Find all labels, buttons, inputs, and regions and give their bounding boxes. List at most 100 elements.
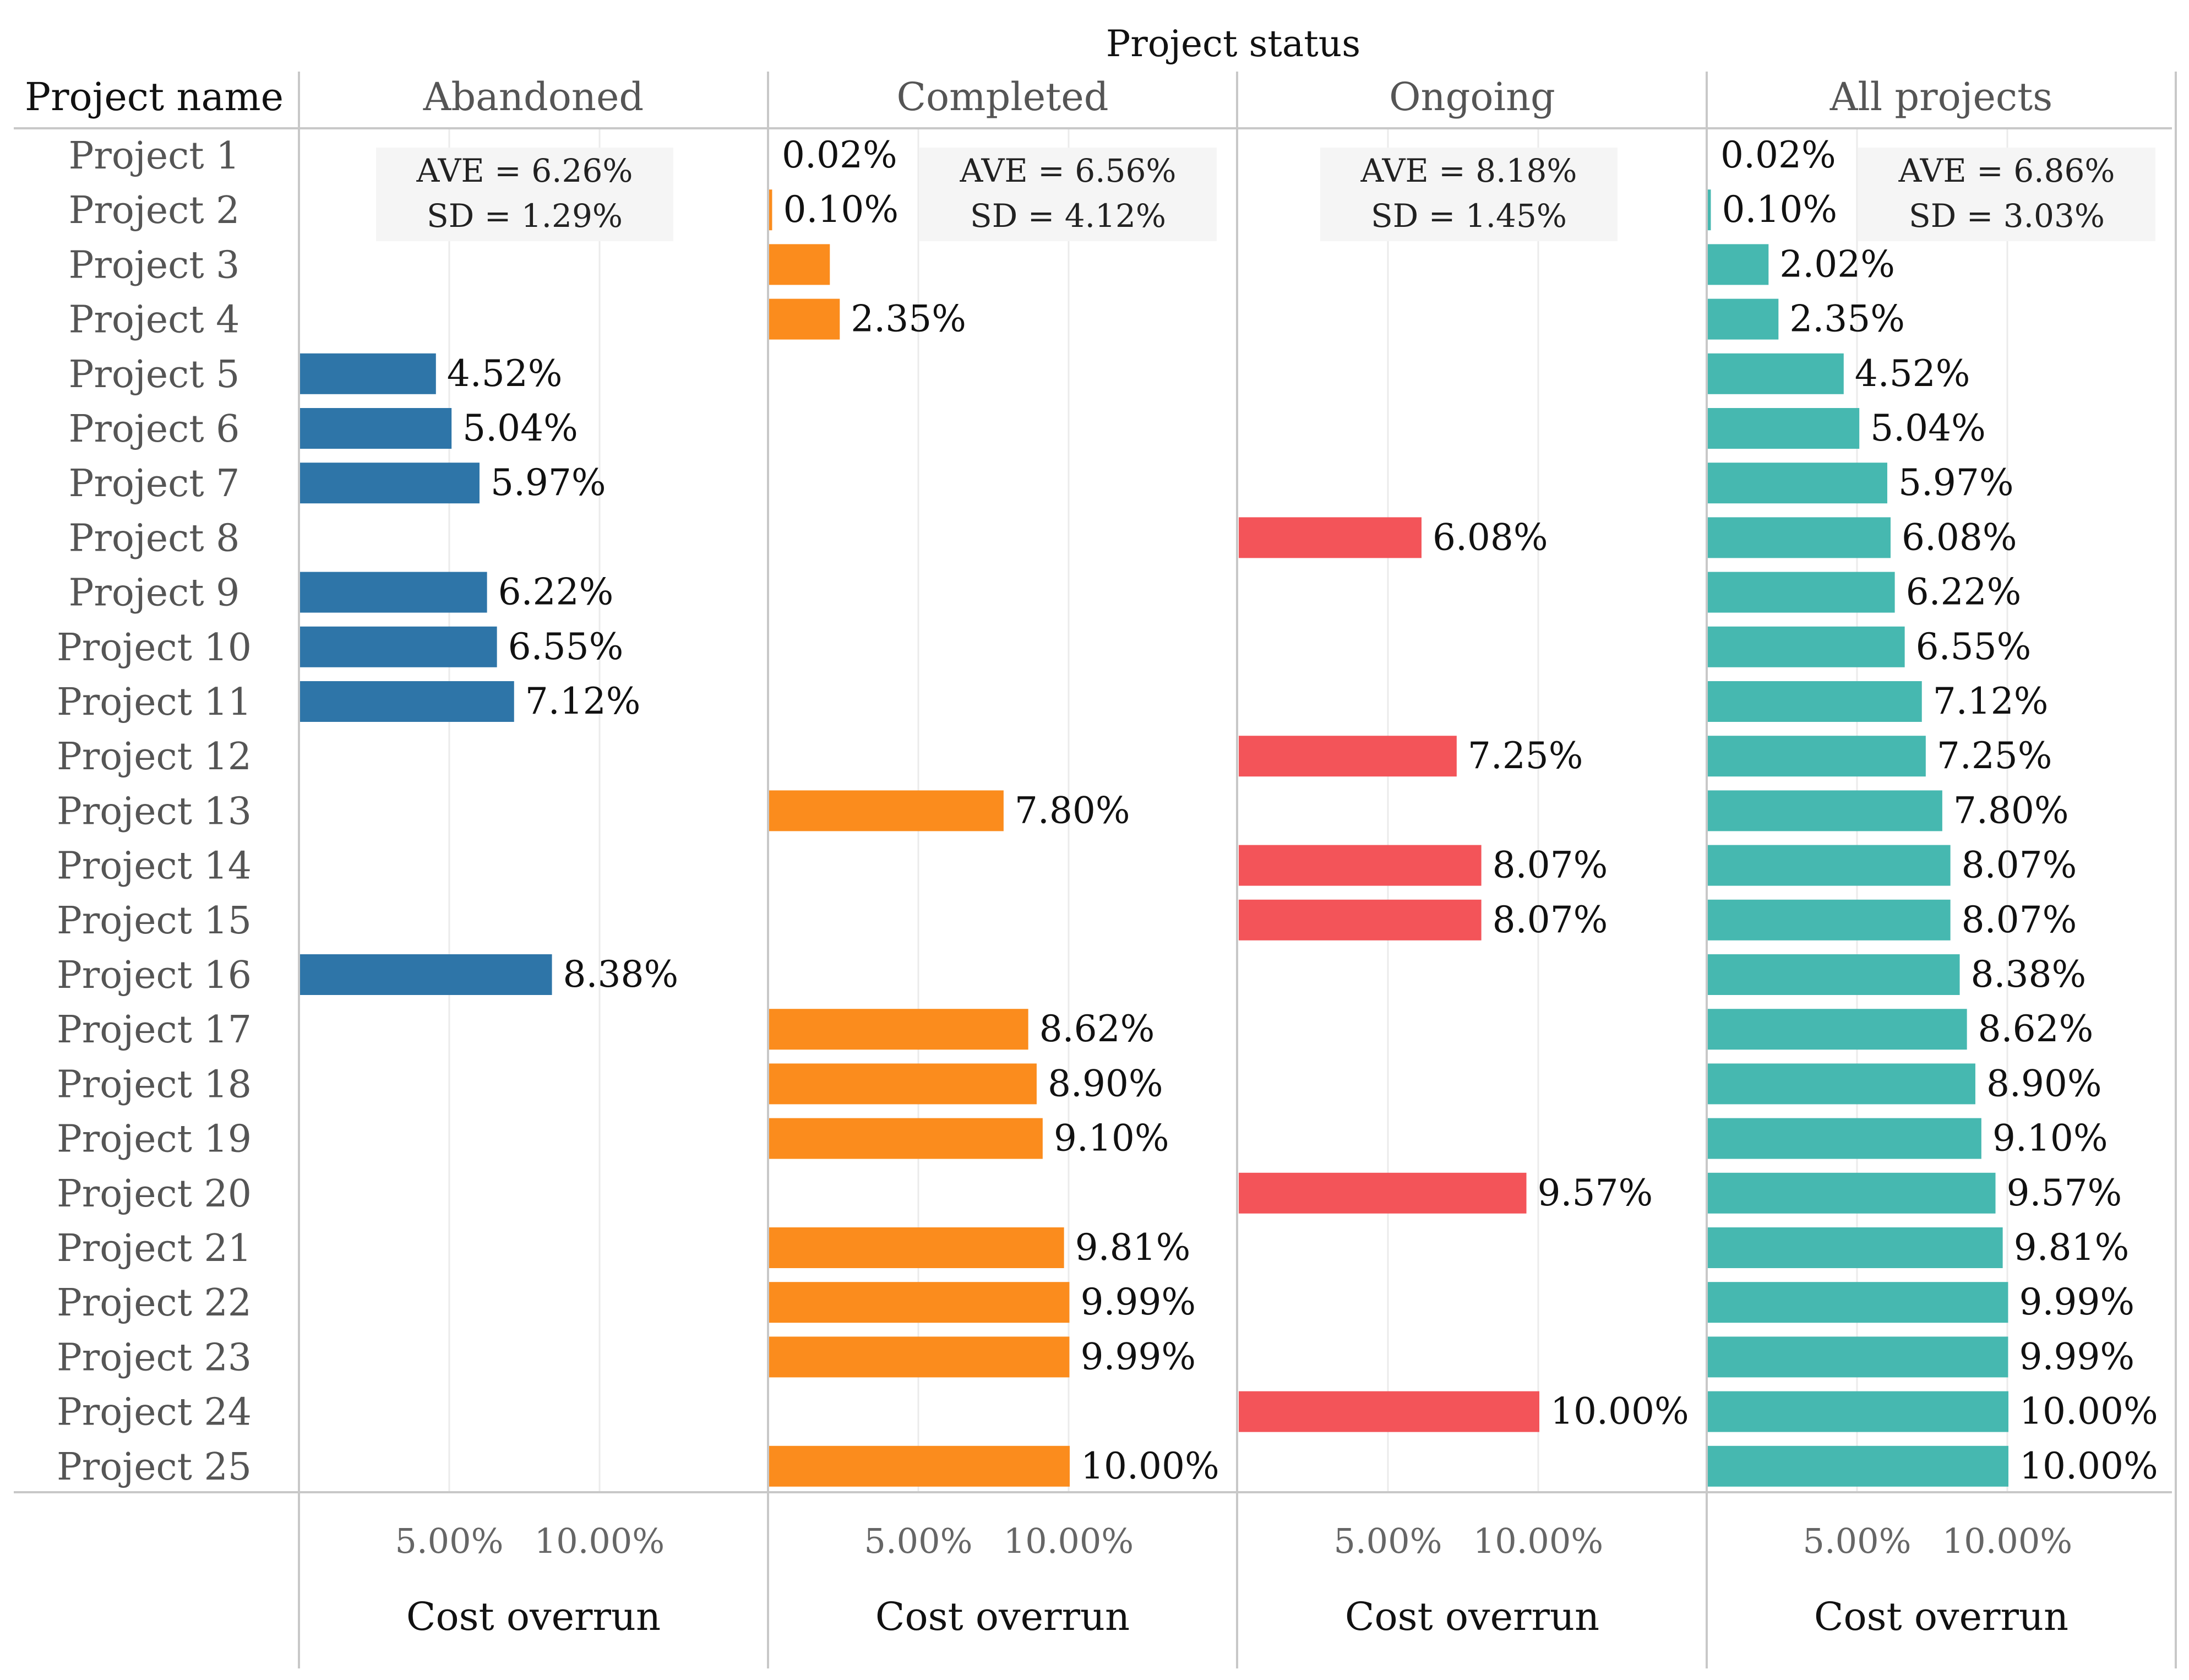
value-label-completed-project-17: 8.62% [1039, 1008, 1155, 1050]
value-label-all-projects-project-9: 6.22% [1906, 571, 2022, 613]
bar-abandoned-project-9 [300, 572, 487, 613]
bar-all-projects-project-17 [1708, 1009, 1967, 1050]
stats-box-completed [919, 148, 1217, 241]
value-label-all-projects-project-6: 5.04% [1870, 407, 1986, 449]
value-label-completed-project-23: 9.99% [1080, 1335, 1196, 1378]
value-label-abandoned-project-9: 6.22% [498, 571, 614, 613]
row-label-project-10: Project 10 [57, 626, 252, 670]
bar-all-projects-project-21 [1708, 1227, 2003, 1268]
bar-completed-project-25 [769, 1445, 1070, 1487]
row-label-project-11: Project 11 [57, 681, 252, 724]
value-label-all-projects-project-15: 8.07% [1962, 899, 2077, 941]
axis-label-ongoing: Cost overrun [1345, 1594, 1599, 1639]
row-label-project-22: Project 22 [57, 1281, 252, 1325]
value-label-abandoned-project-5: 4.52% [447, 352, 563, 395]
value-label-abandoned-project-6: 5.04% [462, 407, 578, 449]
value-label-ongoing-project-24: 10.00% [1550, 1390, 1689, 1433]
bar-abandoned-project-7 [300, 463, 480, 504]
value-label-completed-project-21: 9.81% [1075, 1226, 1191, 1269]
value-label-all-projects-project-18: 8.90% [1986, 1062, 2102, 1105]
value-label-ongoing-project-12: 7.25% [1468, 735, 1583, 777]
bar-all-projects-project-10 [1708, 626, 1905, 667]
value-label-all-projects-project-8: 6.08% [1902, 516, 2017, 558]
bar-abandoned-project-16 [300, 954, 552, 995]
sd-label-all-projects: SD = 3.03% [1909, 197, 2105, 235]
row-label-project-20: Project 20 [57, 1172, 252, 1216]
row-label-project-3: Project 3 [69, 243, 240, 287]
bar-ongoing-project-14 [1239, 845, 1482, 886]
bar-all-projects-project-24 [1708, 1391, 2008, 1432]
row-label-project-4: Project 4 [69, 298, 240, 342]
bar-ongoing-project-20 [1239, 1172, 1527, 1214]
panel-abandoned: Abandoned AVE = 6.26% SD = 1.29% 4.52% 5.04%… [300, 74, 678, 1639]
average-label-completed: AVE = 6.56% [960, 152, 1177, 189]
value-label-all-projects-project-1: 0.02% [1720, 134, 1836, 176]
average-label-abandoned: AVE = 6.26% [416, 152, 633, 189]
row-label-project-13: Project 13 [57, 790, 252, 833]
value-label-ongoing-project-14: 8.07% [1493, 844, 1608, 887]
tick-label-ongoing-5: 5.00% [1334, 1521, 1442, 1561]
bar-completed-project-23 [769, 1336, 1070, 1378]
value-label-abandoned-project-16: 8.38% [563, 953, 679, 996]
value-label-completed-project-25: 10.00% [1081, 1445, 1219, 1487]
average-label-ongoing: AVE = 8.18% [1360, 152, 1577, 189]
value-label-abandoned-project-7: 5.97% [491, 461, 606, 504]
value-label-completed-project-2: 0.10% [783, 188, 899, 231]
row-header: Project name [25, 74, 284, 119]
value-label-all-projects-project-10: 6.55% [1916, 626, 2032, 668]
bar-ongoing-project-15 [1239, 899, 1482, 940]
value-label-completed-project-19: 9.10% [1054, 1117, 1169, 1160]
tick-label-completed-10: 10.00% [1004, 1521, 1134, 1561]
axis-label-abandoned: Cost overrun [406, 1594, 661, 1639]
value-label-all-projects-project-11: 7.12% [1933, 680, 2049, 722]
row-label-project-17: Project 17 [57, 1008, 252, 1052]
stats-box-all-projects [1858, 148, 2155, 241]
row-label-project-1: Project 1 [69, 134, 240, 178]
row-label-project-6: Project 6 [69, 407, 240, 451]
value-label-all-projects-project-23: 9.99% [2019, 1335, 2134, 1378]
value-label-completed-project-4: 2.35% [851, 298, 966, 340]
value-label-all-projects-project-24: 10.00% [2019, 1390, 2158, 1433]
bar-all-projects-project-13 [1708, 790, 1942, 831]
row-label-project-14: Project 14 [57, 845, 252, 888]
value-label-all-projects-project-3: 2.02% [1779, 243, 1895, 285]
bar-all-projects-project-18 [1708, 1063, 1975, 1105]
bar-all-projects-project-12 [1708, 736, 1926, 777]
row-label-project-7: Project 7 [69, 462, 240, 505]
column-header-abandoned: Abandoned [423, 74, 644, 119]
bar-all-projects-project-15 [1708, 899, 1951, 940]
bar-all-projects-project-3 [1708, 244, 1769, 285]
value-label-ongoing-project-8: 6.08% [1433, 516, 1548, 558]
bar-all-projects-project-23 [1708, 1336, 2008, 1378]
bar-ongoing-project-8 [1239, 517, 1422, 558]
bar-all-projects-project-7 [1708, 463, 1887, 504]
bar-completed-project-3 [769, 244, 830, 285]
sd-label-abandoned: SD = 1.29% [427, 197, 623, 235]
bar-all-projects-project-2 [1708, 189, 1711, 231]
bar-all-projects-project-4 [1708, 298, 1779, 340]
bar-all-projects-project-14 [1708, 845, 1951, 886]
row-label-project-16: Project 16 [57, 954, 252, 997]
value-label-all-projects-project-20: 9.57% [2007, 1172, 2122, 1214]
row-label-project-24: Project 24 [57, 1391, 252, 1434]
row-label-project-23: Project 23 [57, 1336, 252, 1379]
value-label-all-projects-project-19: 9.10% [1992, 1117, 2108, 1160]
value-label-abandoned-project-10: 6.55% [508, 626, 624, 668]
sd-label-completed: SD = 4.12% [970, 197, 1166, 235]
value-label-completed-project-1: 0.02% [782, 134, 897, 176]
bar-completed-project-4 [769, 298, 840, 340]
row-label-project-21: Project 21 [57, 1227, 252, 1270]
bar-all-projects-project-8 [1708, 517, 1891, 558]
column-header-ongoing: Ongoing [1389, 74, 1555, 119]
chart-title: Project status [1106, 23, 1360, 65]
column-header-all-projects: All projects [1829, 74, 2052, 119]
bar-completed-project-13 [769, 790, 1004, 831]
bar-all-projects-project-16 [1708, 954, 1960, 995]
bar-all-projects-project-11 [1708, 681, 1922, 722]
bar-completed-project-22 [769, 1282, 1070, 1323]
bar-all-projects-project-9 [1708, 572, 1895, 613]
value-label-all-projects-project-16: 8.38% [1971, 953, 2087, 996]
bar-abandoned-project-5 [300, 353, 436, 394]
chart-panels: Abandoned AVE = 6.26% SD = 1.29% 4.52% 5.04%… [300, 74, 2158, 1639]
stats-box-abandoned [376, 148, 673, 241]
